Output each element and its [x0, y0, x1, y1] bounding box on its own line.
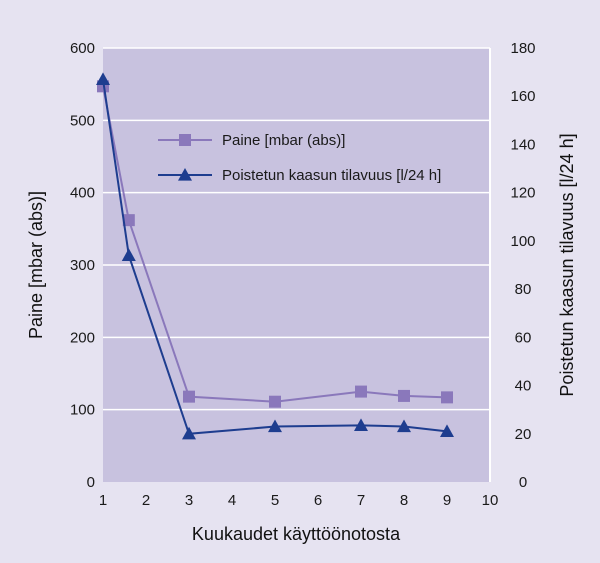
- series-1-point: [398, 389, 410, 402]
- series-1-point: [269, 395, 281, 408]
- series-2-point: [268, 419, 282, 433]
- y-right-tick-label: 40: [515, 378, 532, 395]
- series-layer: [96, 72, 454, 440]
- series-2-point: [397, 419, 411, 433]
- legend-marker: [179, 134, 191, 146]
- x-tick-label: 9: [443, 492, 451, 509]
- x-tick-label: 6: [314, 492, 322, 509]
- y-left-tick-label: 100: [70, 402, 95, 419]
- y-right-tick-label: 20: [515, 426, 532, 443]
- x-tick-label: 5: [271, 492, 279, 509]
- y-right-tick-labels: 0 20 40 60 80 100 120 140 160 180: [510, 40, 535, 491]
- y-left-tick-label: 300: [70, 257, 95, 274]
- y-right-tick-label: 140: [510, 136, 535, 153]
- x-tick-label: 4: [228, 492, 236, 509]
- x-tick-label: 2: [142, 492, 150, 509]
- x-axis-title: Kuukaudet käyttöönotosta: [192, 524, 401, 544]
- series-2: [96, 72, 454, 440]
- y-right-tick-label: 180: [510, 40, 535, 57]
- y-left-tick-label: 0: [87, 474, 95, 491]
- series-2-point: [354, 418, 368, 431]
- x-tick-label: 1: [99, 492, 107, 509]
- y-right-axis-title: Poistetun kaasun tilavuus [l/24 h]: [557, 133, 577, 396]
- y-left-tick-labels: 0 100 200 300 400 500 600: [70, 40, 95, 491]
- y-right-tick-label: 80: [515, 281, 532, 298]
- x-tick-label: 10: [482, 492, 499, 509]
- y-right-tick-label: 100: [510, 233, 535, 250]
- x-tick-label: 3: [185, 492, 193, 509]
- y-left-tick-label: 400: [70, 185, 95, 202]
- legend-label: Paine [mbar (abs)]: [222, 132, 345, 149]
- y-left-tick-label: 500: [70, 112, 95, 129]
- series-2-point: [182, 426, 196, 440]
- x-tick-labels: 1 2 3 4 5 6 7 8 9 10: [99, 492, 499, 509]
- series-1: [97, 80, 453, 408]
- series-1-point: [441, 391, 453, 404]
- y-right-tick-label: 60: [515, 329, 532, 346]
- y-left-tick-label: 200: [70, 329, 95, 346]
- grid-lines: [103, 47, 491, 482]
- y-right-tick-label: 0: [519, 474, 527, 491]
- series-2-point: [440, 424, 454, 437]
- series-1-point: [122, 214, 135, 227]
- series-1-point: [183, 390, 195, 403]
- legend-marker: [178, 168, 192, 181]
- series-2-point: [96, 72, 110, 85]
- y-left-tick-label: 600: [70, 40, 95, 57]
- series-1-point: [355, 385, 367, 398]
- x-tick-label: 8: [400, 492, 408, 509]
- x-tick-label: 7: [357, 492, 365, 509]
- y-right-tick-label: 160: [510, 88, 535, 105]
- legend: Paine [mbar (abs)] Poistetun kaasun tilav…: [158, 132, 441, 184]
- series-2-point: [121, 248, 136, 261]
- y-left-axis-title: Paine [mbar (abs)]: [26, 191, 46, 339]
- legend-label: Poistetun kaasun tilavuus [l/24 h]: [222, 167, 441, 184]
- y-right-tick-label: 120: [510, 185, 535, 202]
